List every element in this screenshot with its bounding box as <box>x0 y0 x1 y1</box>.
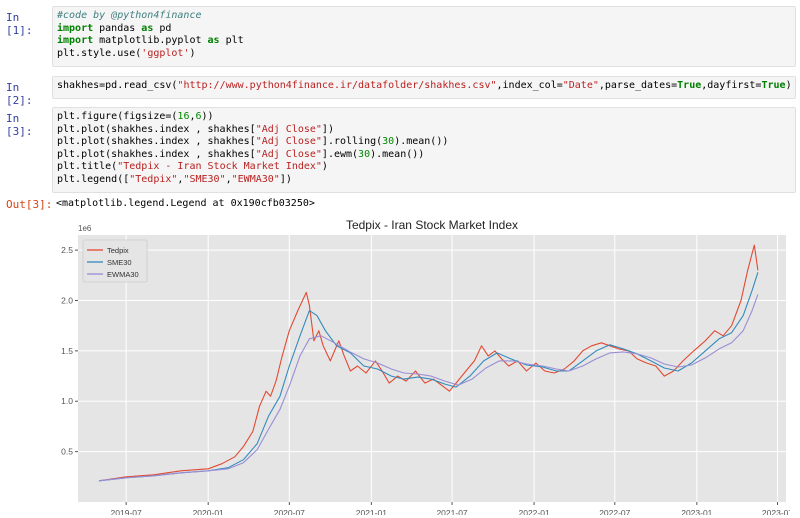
code-line: plt.legend(["Tedpix","SME30","EWMA30"]) <box>57 174 791 187</box>
code-line: shakhes=pd.read_csv("http://www.python4f… <box>57 80 792 93</box>
code-token: as <box>207 35 220 46</box>
code-token: , <box>225 173 232 185</box>
cell-2-prompt: In [2]: <box>6 81 33 107</box>
x-tick-label: 2019-07 <box>111 508 142 515</box>
cell-3-prompt: In [3]: <box>6 112 33 138</box>
x-tick-label: 2020-01 <box>193 508 224 515</box>
y-tick-label: 1.0 <box>61 396 73 406</box>
y-tick-label: 0.5 <box>61 447 73 457</box>
code-token: ).mean()) <box>370 148 425 160</box>
code-cell-1[interactable]: #code by @python4finance import pandas as… <box>52 6 796 67</box>
code-cell-3[interactable]: plt.figure(figsize=(16,6)) plt.plot(shakh… <box>52 107 796 193</box>
code-token: ,parse_dates= <box>598 80 678 91</box>
code-token: pandas <box>93 22 142 34</box>
x-tick-label: 2020-07 <box>274 508 305 515</box>
output-3-text: <matplotlib.legend.Legend at 0x190cfb032… <box>56 198 315 209</box>
y-tick-label: 2.5 <box>61 245 73 255</box>
code-token: ,dayfirst= <box>701 80 762 91</box>
code-token: 16 <box>177 111 190 122</box>
legend-label: Tedpix <box>107 246 129 255</box>
code-token: ) <box>785 80 792 91</box>
code-token: ].ewm( <box>321 148 359 160</box>
code-token: , <box>189 111 196 122</box>
legend-label: SME30 <box>107 258 132 267</box>
code-token: "SME30" <box>183 173 226 185</box>
code-token: ].rolling( <box>321 136 383 147</box>
code-token: ,index_col= <box>496 80 563 91</box>
x-tick-label: 2023-01 <box>681 508 712 515</box>
code-token: "Date" <box>562 80 599 91</box>
code-token: "Adj Close" <box>255 136 322 147</box>
code-line: plt.plot(shakhes.index , shakhes["Adj Cl… <box>57 136 791 149</box>
code-token: ]) <box>279 173 292 185</box>
code-token: plt.figure(figsize=( <box>57 111 178 122</box>
code-token: plt.style.use( <box>57 47 142 59</box>
code-token: as <box>141 22 154 34</box>
code-token: "http://www.python4finance.ir/datafolder… <box>177 80 497 91</box>
code-token: shakhes=pd.read_csv( <box>57 80 178 91</box>
code-token: plt.plot(shakhes.index , shakhes[ <box>57 148 256 160</box>
x-tick-label: 2021-01 <box>356 508 387 515</box>
x-tick-label: 2021-07 <box>436 508 467 515</box>
code-token: True <box>761 80 786 91</box>
code-token: import <box>57 35 94 46</box>
code-token: "Tedpix - Iran Stock Market Index" <box>117 161 322 172</box>
code-line: import matplotlib.pyplot as plt <box>57 35 791 48</box>
code-token: plt.legend([ <box>57 173 130 185</box>
code-token: matplotlib.pyplot <box>93 35 208 46</box>
code-token: ) <box>321 161 328 172</box>
chart-title: Tedpix - Iran Stock Market Index <box>346 218 518 232</box>
series-line-sme30 <box>98 272 759 482</box>
line-chart: 2019-07 2020-01 2020-07 2021-01 2021-07 2022-… <box>61 218 790 515</box>
y-tick-label: 2.0 <box>61 295 73 305</box>
series-line-ewma30 <box>98 294 759 482</box>
code-line: plt.plot(shakhes.index , shakhes["Adj Cl… <box>57 149 791 162</box>
plot-area <box>78 235 786 502</box>
code-token: ]) <box>321 123 334 135</box>
code-token: "Tedpix" <box>129 173 178 185</box>
legend-label: EWMA30 <box>107 270 139 279</box>
code-line: #code by @python4finance <box>57 10 791 23</box>
code-line: plt.style.use('ggplot') <box>57 48 791 61</box>
code-token: "Adj Close" <box>255 123 322 135</box>
code-line: import pandas as pd <box>57 23 791 36</box>
series-line-tedpix <box>98 244 759 482</box>
code-token: ).mean()) <box>394 136 449 147</box>
code-token: plt.plot(shakhes.index , shakhes[ <box>57 136 256 147</box>
code-token: #code by @python4finance <box>57 10 202 21</box>
code-cell-2[interactable]: shakhes=pd.read_csv("http://www.python4f… <box>52 76 796 99</box>
code-token: 30 <box>382 136 395 147</box>
x-tick-label: 2022-01 <box>518 508 549 515</box>
code-token: "EWMA30" <box>231 173 280 185</box>
code-token: "Adj Close" <box>255 148 322 160</box>
code-token: plt <box>219 35 244 46</box>
x-tick-label: 2022-07 <box>599 508 630 515</box>
y-multiplier-label: 1e6 <box>78 224 92 233</box>
code-token: ) <box>189 47 196 59</box>
code-token: 30 <box>358 148 371 160</box>
x-tick-label: 2023-07 <box>762 508 790 515</box>
code-token: , <box>177 173 184 185</box>
y-tick-label: 1.5 <box>61 346 73 356</box>
code-token: True <box>677 80 702 91</box>
code-token: plt.title( <box>57 161 118 172</box>
code-token: plt.plot(shakhes.index , shakhes[ <box>57 123 256 135</box>
cell-1-prompt: In [1]: <box>6 11 33 37</box>
code-token: 6 <box>195 111 202 122</box>
code-token: )) <box>201 111 214 122</box>
code-line: plt.plot(shakhes.index , shakhes["Adj Cl… <box>57 124 791 137</box>
code-token: 'ggplot' <box>141 47 190 59</box>
output-3-prompt: Out[3]: <box>6 198 53 211</box>
code-line: plt.title("Tedpix - Iran Stock Market In… <box>57 161 791 174</box>
code-token: pd <box>153 22 172 34</box>
code-token: import <box>57 22 94 34</box>
code-line: plt.figure(figsize=(16,6)) <box>57 111 791 124</box>
